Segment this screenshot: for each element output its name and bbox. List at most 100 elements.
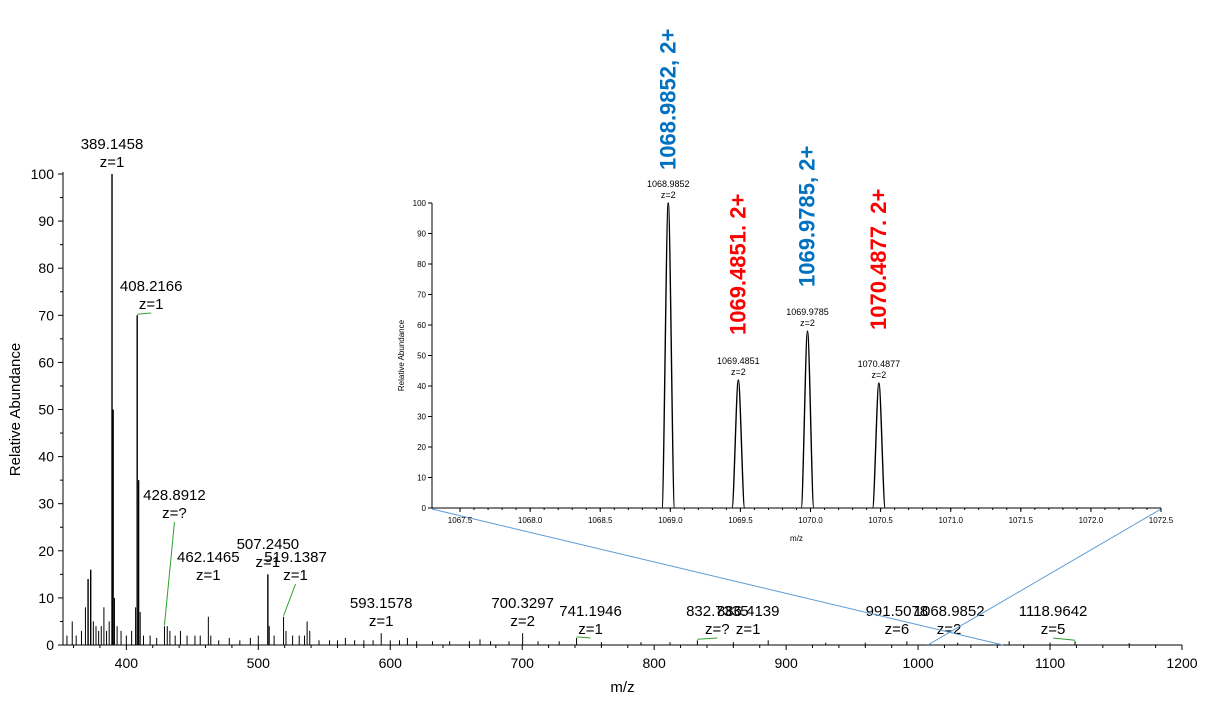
peak-label-charge: z=1 (256, 554, 281, 571)
peak-label-charge: z=2 (937, 621, 962, 638)
inset-peak-label-mz: 1070.4877 (858, 359, 901, 369)
peak-label-charge: z=1 (736, 621, 761, 638)
peak-label-charge: z=1 (100, 154, 125, 171)
isotope-callout: 1068.9852, 2+ (655, 29, 680, 170)
peak-label-leader (283, 583, 297, 616)
inset-peak-label-mz: 1068.9852 (647, 179, 690, 189)
y-tick-label: 60 (38, 354, 54, 370)
inset-peak (731, 379, 746, 509)
inset-x-tick-label: 1070.5 (868, 516, 893, 525)
peak-label-mz: 1118.9642 (1019, 603, 1088, 620)
inset-peak-label-mz: 1069.4851 (717, 356, 760, 366)
peak-label-mz: 700.3297 (491, 595, 554, 612)
peak-label-charge: z=? (705, 621, 730, 638)
inset-peak (871, 382, 886, 509)
inset-y-tick-label: 20 (417, 443, 426, 452)
peak-label-charge: z=1 (369, 613, 394, 630)
inset-y-tick-label: 10 (417, 474, 426, 483)
peak-label-charge: z=1 (139, 296, 164, 313)
inset-peak-label-charge: z=2 (800, 318, 815, 328)
peak-label-charge: z=6 (885, 621, 910, 638)
inset-x-axis-label: m/z (790, 534, 803, 543)
peak-label-leader (137, 312, 152, 315)
peak-label-mz: 886.4139 (717, 603, 780, 620)
x-tick-label: 900 (774, 655, 798, 671)
inset-y-tick-label: 70 (417, 291, 426, 300)
peak-label-leader (576, 636, 591, 639)
y-tick-label: 90 (38, 213, 54, 229)
peak-label-charge: z=2 (510, 613, 535, 630)
x-tick-label: 500 (247, 655, 271, 671)
inset-peak-label-mz: 1069.9785 (786, 307, 829, 317)
inset-spectrum-chart: 0 10 20 30 40 50 60 70 80 90 100 1067.5 1068.0 1068.5… (397, 29, 1174, 543)
peak-label-leader (163, 521, 175, 626)
inset-peak (661, 202, 676, 509)
inset-y-tick-label: 40 (417, 382, 426, 391)
inset-x-tick-label: 1067.5 (448, 516, 473, 525)
inset-y-tick-label: 30 (417, 413, 426, 422)
inset-y-tick-label: 90 (417, 230, 426, 239)
peak-label-mz: 741.1946 (559, 603, 622, 620)
peak-label-mz: 593.1578 (350, 595, 413, 612)
peak-label-mz: 389.1458 (81, 136, 144, 153)
y-axis-label: Relative Abundance (7, 343, 24, 476)
x-tick-label: 700 (511, 655, 535, 671)
inset-y-tick-label: 100 (413, 199, 427, 208)
y-tick-label: 30 (38, 496, 54, 512)
inset-y-tick-label: 80 (417, 260, 426, 269)
peak-label-mz: 462.1465 (177, 549, 240, 566)
peak-label-charge: z=1 (578, 621, 603, 638)
y-tick-label: 100 (31, 166, 55, 182)
peak-label-charge: z=5 (1041, 621, 1066, 638)
isotope-callout: 1069.4851. 2+ (725, 194, 750, 335)
inset-x-tick-label: 1071.5 (1009, 516, 1034, 525)
inset-y-tick-label: 50 (417, 352, 426, 361)
y-tick-label: 40 (38, 449, 54, 465)
y-tick-label: 50 (38, 402, 54, 418)
inset-x-tick-label: 1071.0 (938, 516, 963, 525)
inset-x-tick-label: 1068.5 (588, 516, 613, 525)
x-axis-label: m/z (610, 679, 634, 696)
zoom-connector-lines (431, 508, 1162, 646)
zoom-line-left (431, 508, 1004, 646)
peak-label-mz: 519.1387 (264, 549, 327, 566)
peak-label-charge: z=1 (196, 567, 221, 584)
inset-y-tick-label: 60 (417, 321, 426, 330)
y-tick-label: 10 (38, 590, 54, 606)
peak-label-mz: 408.2166 (120, 278, 183, 295)
peak-label-mz: 1068.9852 (914, 603, 985, 620)
inset-x-tick-label: 1072.0 (1079, 516, 1104, 525)
isotope-callout: 1069.9785, 2+ (795, 146, 820, 287)
peak-label-charge: z=? (162, 505, 187, 522)
y-tick-label: 0 (46, 637, 54, 653)
inset-y-axis-label: Relative Abundance (397, 319, 406, 391)
inset-y-tick-label: 0 (422, 504, 427, 513)
peak-label-mz: 832.7335 (686, 603, 749, 620)
inset-x-tick-label: 1069.5 (728, 516, 753, 525)
x-tick-label: 800 (642, 655, 666, 671)
isotope-callout: 1070.4877. 2+ (866, 189, 891, 330)
zoom-line-right (927, 508, 1162, 646)
x-tick-label: 1200 (1166, 655, 1197, 671)
peak-label-mz: 428.8912 (143, 487, 206, 504)
y-tick-label: 80 (38, 260, 54, 276)
inset-x-tick-label: 1069.0 (658, 516, 683, 525)
x-tick-label: 1100 (1035, 655, 1065, 671)
inset-peak-label-charge: z=2 (872, 370, 887, 380)
x-tick-label: 400 (115, 655, 139, 671)
inset-x-tick-label: 1070.0 (798, 516, 823, 525)
y-tick-label: 70 (38, 307, 54, 323)
inset-peak-label-charge: z=2 (731, 367, 746, 377)
peak-label-leader (697, 637, 718, 640)
x-tick-label: 600 (379, 655, 403, 671)
inset-x-tick-label: 1072.5 (1149, 516, 1174, 525)
peak-label-mz: 507.2450 (237, 536, 300, 553)
inset-peak-label-charge: z=2 (661, 190, 676, 200)
inset-peak (800, 330, 815, 509)
inset-x-tick-label: 1068.0 (518, 516, 543, 525)
y-tick-label: 20 (38, 543, 54, 559)
x-tick-label: 1000 (903, 655, 934, 671)
